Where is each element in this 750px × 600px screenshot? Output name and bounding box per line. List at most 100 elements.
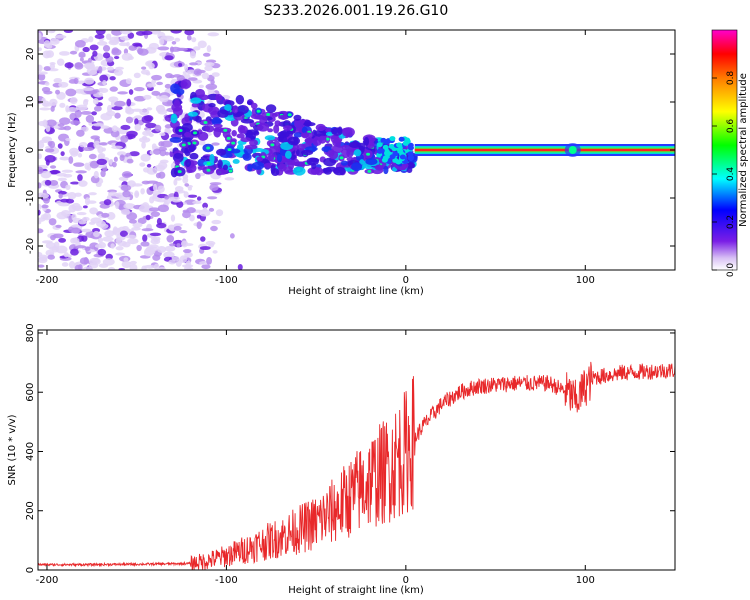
- heatmap-cell: [173, 225, 182, 231]
- heatmap-cell: [84, 246, 91, 252]
- heatmap-cell: [60, 151, 65, 157]
- heatmap-cell: [121, 171, 132, 179]
- heatmap-cell: [139, 162, 146, 167]
- heatmap-cell: [158, 266, 166, 270]
- heatmap-cell: [141, 115, 153, 124]
- heatmap-cell: [125, 116, 134, 124]
- heatmap-cell: [84, 77, 95, 85]
- heatmap-cell: [179, 255, 188, 263]
- heatmap-cell: [38, 182, 42, 189]
- heatmap-cell: [112, 226, 118, 235]
- heatmap-cell-peak: [270, 143, 275, 147]
- heatmap-cell: [163, 35, 175, 42]
- heatmap-cell: [68, 261, 76, 269]
- heatmap-cell: [132, 222, 143, 228]
- heatmap-cell: [183, 191, 189, 198]
- heatmap-cell: [169, 150, 174, 158]
- ytick-label: 10: [25, 96, 36, 109]
- heatmap-cell: [45, 242, 56, 249]
- heatmap-cell: [182, 71, 188, 75]
- heatmap-cell: [137, 48, 149, 56]
- colorbar-tick-label: 0.8: [726, 71, 736, 86]
- heatmap-cell: [118, 204, 123, 211]
- heatmap-cell: [206, 45, 212, 53]
- heatmap-cell: [340, 160, 348, 166]
- heatmap-cell: [141, 265, 147, 270]
- ytick-label: 0: [25, 147, 36, 153]
- heatmap-cell: [70, 181, 80, 185]
- heatmap-cell: [150, 211, 161, 217]
- heatmap-cell: [159, 37, 165, 46]
- heatmap-cell: [171, 40, 177, 45]
- heatmap-cell: [380, 137, 387, 143]
- heatmap-cell: [93, 140, 101, 149]
- heatmap-cell: [127, 238, 139, 245]
- heatmap-cell: [148, 62, 155, 70]
- heatmap-cell: [184, 131, 192, 138]
- heatmap-cell: [38, 193, 50, 199]
- heatmap-cell: [407, 145, 414, 151]
- heatmap-cell: [176, 88, 185, 95]
- heatmap-cell: [190, 97, 202, 104]
- heatmap-cell: [94, 244, 103, 248]
- ytick-label: 400: [25, 442, 36, 461]
- heatmap-cell: [196, 214, 202, 219]
- heatmap-cell: [64, 62, 74, 69]
- heatmap-cell: [154, 124, 162, 132]
- heatmap-cell: [126, 212, 138, 221]
- heatmap-cell-peak: [339, 156, 344, 160]
- heatmap-cell: [404, 138, 411, 144]
- heatmap-cell: [158, 171, 166, 179]
- heatmap-cell: [78, 51, 86, 58]
- heatmap-cell: [58, 117, 71, 125]
- heatmap-cell: [188, 77, 198, 81]
- heatmap-cell: [143, 94, 152, 100]
- heatmap-cell: [333, 166, 346, 176]
- heatmap-cell: [181, 122, 193, 132]
- heatmap-cell: [156, 217, 162, 226]
- heatmap-cell: [174, 37, 181, 42]
- heatmap-cell: [150, 238, 161, 245]
- heatmap-cell: [118, 42, 129, 47]
- heatmap-cell: [110, 243, 115, 249]
- heatmap-cell: [235, 94, 245, 105]
- heatmap-cell: [55, 245, 68, 254]
- heatmap-cell: [89, 44, 99, 51]
- heatmap-cell: [205, 83, 218, 90]
- heatmap-cell: [117, 91, 128, 95]
- heatmap-cell: [327, 150, 334, 155]
- snr-ylabel: SNR (10 * v/v): [7, 414, 18, 485]
- heatmap-cell: [348, 141, 361, 149]
- heatmap-cell: [246, 129, 259, 135]
- heatmap-cell: [73, 77, 79, 85]
- heatmap-cell: [38, 73, 46, 81]
- snr-xlabel: Height of straight line (km): [288, 585, 424, 596]
- heatmap-cell: [134, 118, 139, 126]
- heatmap-cell: [155, 105, 165, 113]
- heatmap-cell: [240, 118, 254, 124]
- heatmap-cell: [186, 267, 194, 270]
- heatmap-cell: [38, 47, 42, 52]
- heatmap-cell: [49, 180, 59, 186]
- heatmap-cell: [140, 241, 150, 247]
- heatmap-cell: [110, 129, 120, 138]
- heatmap-cell: [145, 214, 151, 221]
- heatmap-cell: [42, 50, 51, 59]
- heatmap-cell: [38, 141, 45, 149]
- heatmap-cell: [173, 223, 183, 227]
- heatmap-cell: [211, 142, 220, 146]
- heatmap-cell: [201, 72, 210, 80]
- heatmap-cell: [193, 68, 202, 76]
- heatmap-cell: [47, 254, 55, 260]
- heatmap-cell: [120, 135, 129, 143]
- heatmap-cell-peak: [367, 169, 372, 173]
- heatmap-cell: [118, 267, 126, 270]
- heatmap-cell: [155, 199, 168, 203]
- heatmap-cell: [209, 153, 215, 164]
- heatmap-cell: [212, 250, 218, 254]
- heatmap-cell: [70, 237, 77, 244]
- heatmap-cell: [50, 234, 56, 241]
